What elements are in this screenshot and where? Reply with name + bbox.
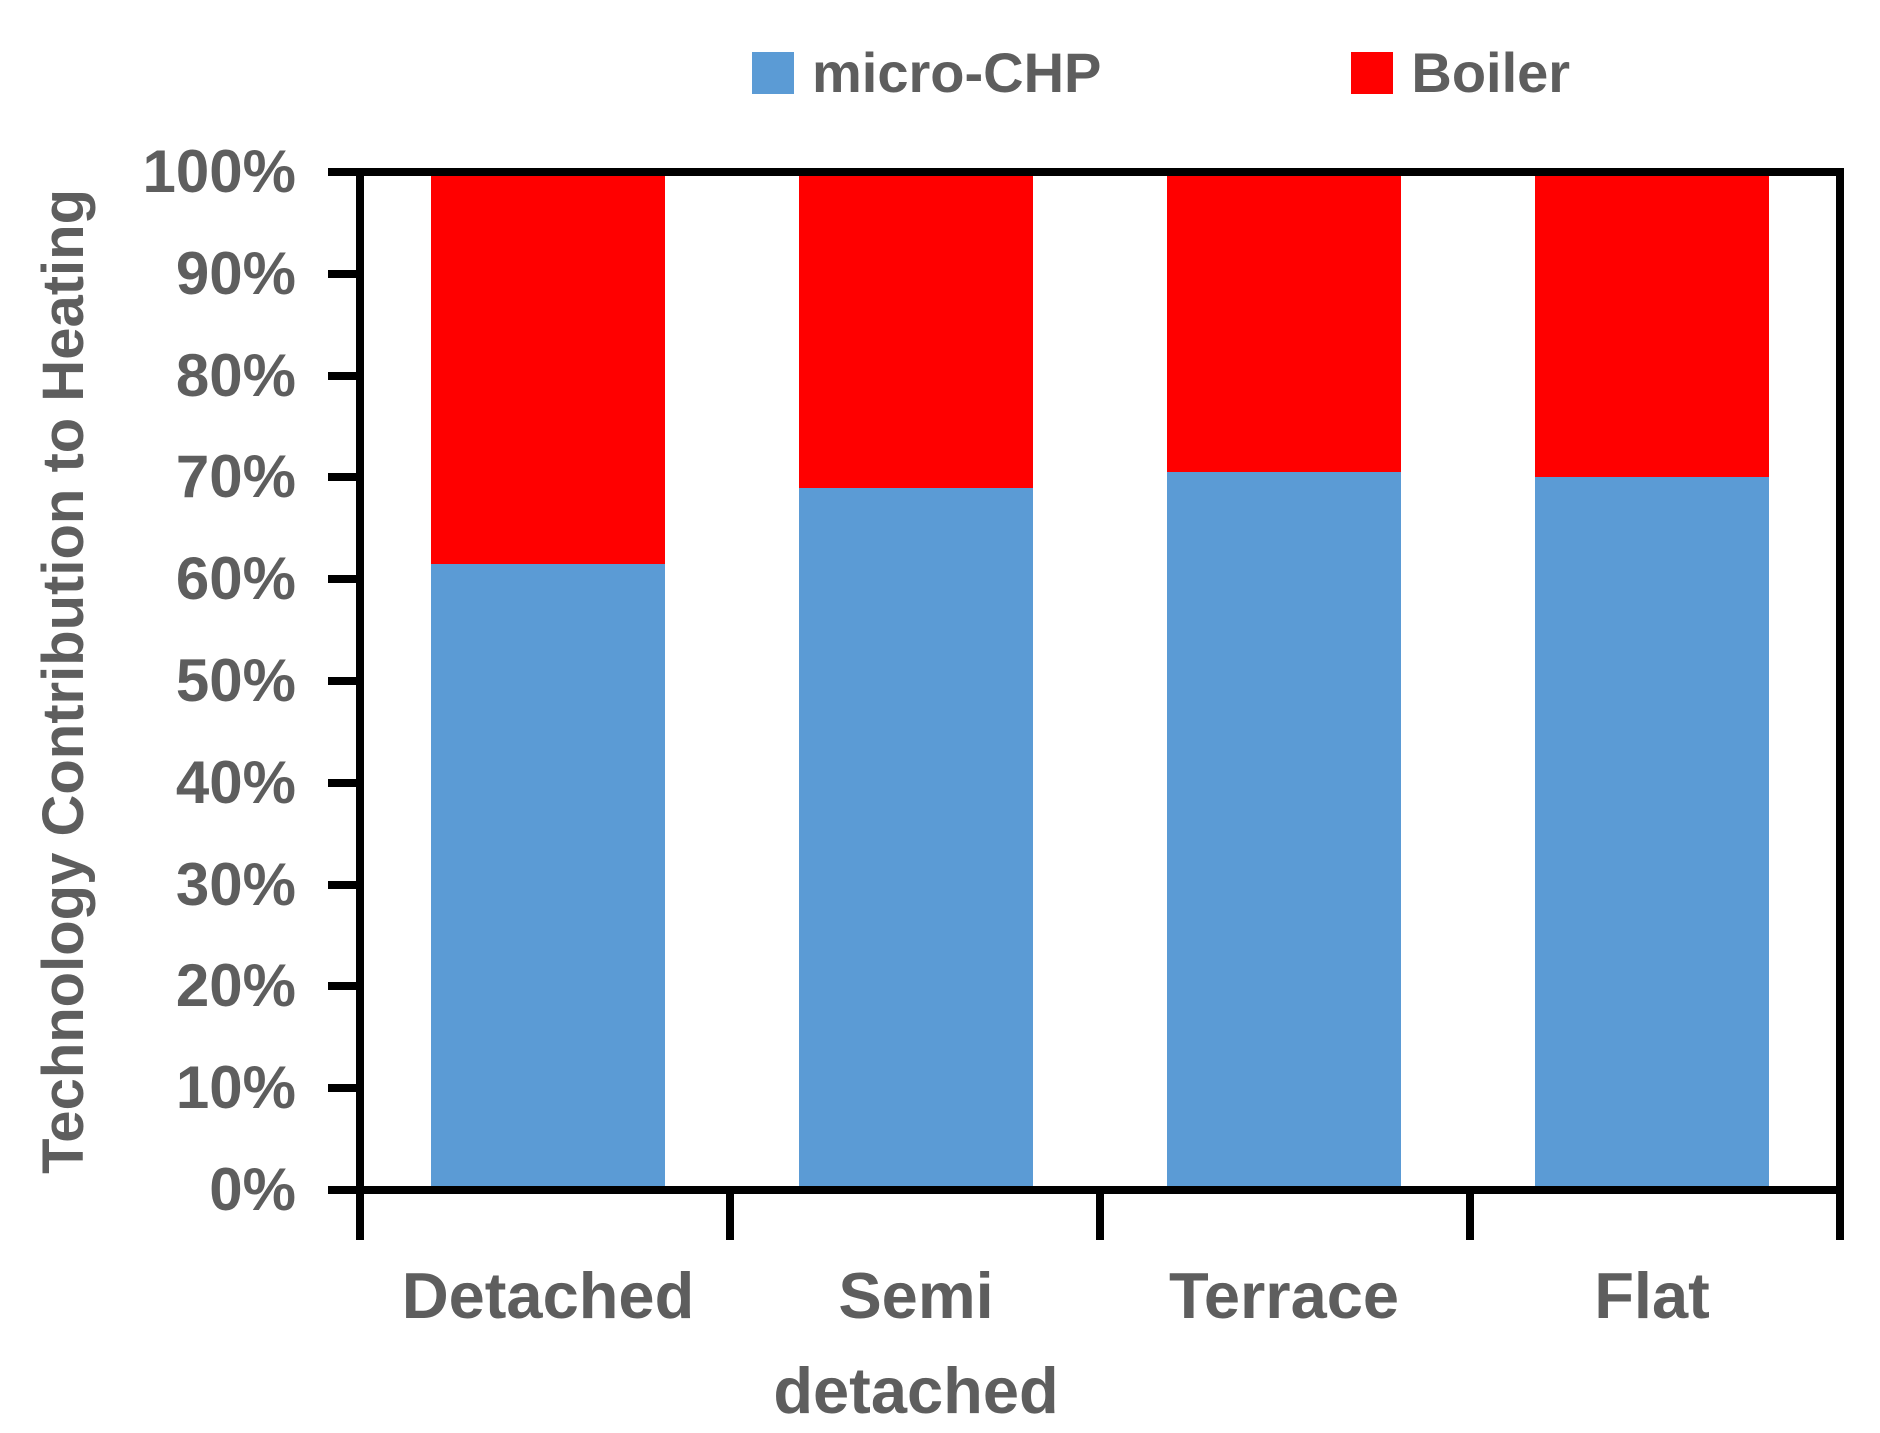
y-axis-tick-50 — [328, 677, 356, 685]
y-axis-label-100: 100% — [142, 138, 296, 205]
x-axis-tick-1 — [726, 1194, 734, 1240]
legend-item-micro-chp: micro-CHP — [752, 40, 1101, 105]
x-axis-label-terrace: Terrace — [1168, 1259, 1400, 1332]
bar-segment-boiler-terrace — [1167, 172, 1401, 472]
legend-label-micro-chp: micro-CHP — [812, 41, 1102, 104]
x-axis-tick-2 — [1096, 1194, 1104, 1240]
x-axis-label-flat: Flat — [1594, 1259, 1710, 1332]
y-axis-tick-10 — [328, 1084, 356, 1093]
y-axis-tick-40 — [328, 778, 356, 787]
y-axis-tick-30 — [328, 880, 356, 889]
y-axis-tick-80 — [328, 371, 356, 380]
y-axis-label-20: 20% — [175, 952, 296, 1020]
y-axis-label-10: 10% — [175, 1054, 296, 1122]
y-axis-label-40: 40% — [175, 748, 296, 816]
legend: micro-CHP Boiler — [752, 40, 1570, 105]
bar-segment-micro-chp-semi-detached — [799, 488, 1033, 1190]
y-axis-label-50: 50% — [175, 647, 296, 714]
legend-swatch-boiler — [1351, 51, 1394, 94]
y-axis-tick-70 — [328, 473, 356, 482]
legend-label-boiler: Boiler — [1411, 41, 1571, 104]
bar-segment-boiler-flat — [1535, 172, 1769, 477]
x-axis-tick-4 — [1836, 1194, 1844, 1240]
y-axis-label-0: 0% — [209, 1156, 296, 1223]
x-axis-label-semi-detached: Semi detached — [773, 1259, 1059, 1427]
y-axis-tick-0 — [328, 1186, 356, 1194]
x-axis-label-detached: Detached — [401, 1259, 695, 1332]
y-axis-label-90: 90% — [175, 239, 296, 307]
y-axis-label-60: 60% — [175, 545, 296, 613]
y-axis-tick-60 — [328, 575, 356, 584]
y-axis-tick-90 — [328, 269, 356, 278]
bar-segment-micro-chp-flat — [1535, 477, 1769, 1190]
x-axis-tick-3 — [1466, 1194, 1474, 1240]
legend-swatch-micro-chp — [752, 51, 794, 94]
x-axis-tick-0 — [356, 1194, 364, 1240]
bar-segment-boiler-detached — [431, 172, 665, 564]
bar-segment-micro-chp-terrace — [1167, 472, 1401, 1190]
y-axis-label-80: 80% — [175, 341, 296, 409]
legend-item-boiler: Boiler — [1351, 40, 1570, 105]
bar-segment-boiler-semi-detached — [799, 172, 1033, 488]
y-axis-tick-100 — [328, 168, 356, 176]
y-axis-label-30: 30% — [175, 850, 296, 918]
y-axis-tick-20 — [328, 982, 356, 991]
y-axis-label-70: 70% — [175, 443, 296, 511]
bar-segment-micro-chp-detached — [431, 564, 665, 1190]
